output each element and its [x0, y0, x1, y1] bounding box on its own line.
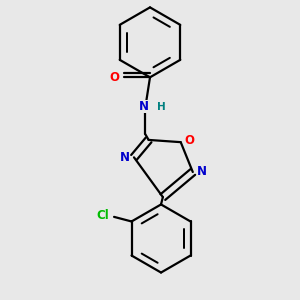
Text: N: N	[139, 100, 148, 113]
Text: N: N	[120, 151, 130, 164]
Text: H: H	[157, 102, 165, 112]
Text: N: N	[197, 166, 207, 178]
Text: O: O	[184, 134, 194, 147]
Text: Cl: Cl	[97, 209, 110, 223]
Text: O: O	[109, 71, 119, 84]
